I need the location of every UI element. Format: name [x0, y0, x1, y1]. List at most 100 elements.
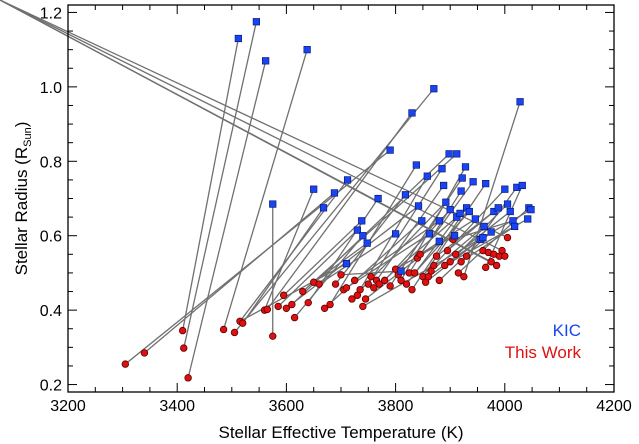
this-work-point: [443, 246, 452, 255]
this-work-point: [359, 302, 367, 311]
kic-point: [343, 176, 352, 184]
this-work-point: [219, 325, 228, 334]
this-work-point: [451, 250, 460, 259]
kic-point: [458, 174, 466, 182]
this-work-point: [263, 305, 271, 314]
this-work-point: [397, 276, 405, 285]
connector-line: [346, 233, 430, 289]
this-work-point: [350, 276, 359, 285]
this-work-points: [121, 233, 512, 382]
connector-line: [419, 218, 476, 255]
this-work-point: [230, 328, 239, 337]
this-work-point: [375, 280, 383, 288]
this-work-point: [342, 284, 351, 292]
y-tick-label: 0.6: [40, 229, 62, 246]
this-work-point: [304, 298, 312, 307]
kic-point: [310, 185, 318, 193]
this-work-point: [364, 280, 372, 288]
connector-line: [0, 0, 497, 267]
connector-line: [187, 60, 267, 379]
y-tick-label: 0.8: [40, 154, 62, 171]
this-work-point: [279, 291, 288, 299]
this-work-point: [501, 252, 509, 260]
this-work-point: [408, 285, 416, 294]
this-work-point: [356, 285, 364, 294]
this-work-point: [492, 261, 501, 270]
this-work-point: [326, 300, 334, 309]
kic-point: [414, 202, 423, 210]
connector-line: [430, 225, 485, 272]
kic-point: [358, 217, 366, 225]
kic-point: [440, 181, 448, 190]
x-tick-label: 3200: [50, 398, 86, 415]
connector-line: [324, 220, 423, 309]
this-work-point: [386, 282, 394, 290]
connector-line: [400, 166, 467, 281]
this-work-point: [411, 269, 419, 277]
connector-line: [318, 233, 396, 285]
this-work-point: [462, 252, 471, 260]
kic-point: [442, 198, 450, 206]
kic-point: [465, 207, 473, 216]
kic-point: [471, 215, 479, 223]
this-work-point: [441, 261, 449, 270]
kic-point: [506, 207, 514, 216]
kic-point: [397, 267, 405, 275]
connector-line: [222, 49, 308, 330]
x-axis-ticks: 3200 3400 3600 3800 4000 4200: [50, 5, 632, 415]
this-work-point: [315, 280, 323, 288]
connector-line: [452, 220, 514, 241]
this-work-point: [460, 272, 468, 281]
this-work-point: [435, 276, 443, 285]
connector-line: [362, 209, 532, 307]
this-work-point: [337, 271, 345, 279]
x-tick-label: 4200: [596, 398, 632, 415]
kic-point: [456, 209, 464, 217]
kic-point: [524, 215, 532, 223]
this-work-point: [348, 295, 356, 303]
connector-line: [340, 270, 402, 276]
this-work-point: [290, 313, 299, 322]
connector-line: [277, 229, 358, 307]
kic-point: [353, 226, 361, 234]
kic-point: [391, 230, 400, 238]
this-work-point: [432, 252, 441, 260]
kic-point: [479, 233, 487, 242]
this-work-point: [457, 258, 465, 266]
kic-point: [425, 230, 434, 238]
connector-line: [234, 88, 435, 333]
y-tick-label: 1.0: [40, 80, 62, 97]
kic-point: [374, 194, 382, 203]
kic-point: [408, 109, 416, 117]
y-axis-title: Stellar Radius (RSun): [12, 122, 34, 276]
this-work-point: [331, 280, 340, 288]
this-work-point: [178, 326, 187, 335]
kic-point: [516, 98, 524, 106]
x-axis-title: Stellar Effective Temperature (K): [218, 423, 463, 442]
kic-point: [527, 206, 535, 214]
kic-point: [501, 185, 509, 193]
kic-point: [450, 232, 459, 240]
connector-line: [422, 183, 487, 278]
kic-point: [490, 207, 498, 216]
kic-point: [518, 181, 526, 190]
connector-line: [457, 207, 530, 274]
connector-line: [183, 21, 258, 349]
connector-line: [291, 153, 450, 306]
kic-point: [262, 57, 270, 65]
connector-line: [375, 185, 445, 281]
kic-point: [401, 191, 410, 199]
connector-line: [144, 192, 335, 354]
kic-point: [446, 206, 454, 214]
kic-point: [435, 217, 443, 225]
this-work-point: [320, 304, 329, 312]
this-work-point: [269, 332, 277, 340]
this-work-point: [430, 261, 438, 270]
x-tick-label: 4000: [487, 398, 523, 415]
this-work-point: [402, 280, 411, 288]
kic-point: [386, 146, 394, 154]
kic-point: [487, 228, 495, 236]
y-axis-title-main: Stellar Radius (R: [12, 147, 31, 276]
connector-line: [182, 38, 239, 331]
